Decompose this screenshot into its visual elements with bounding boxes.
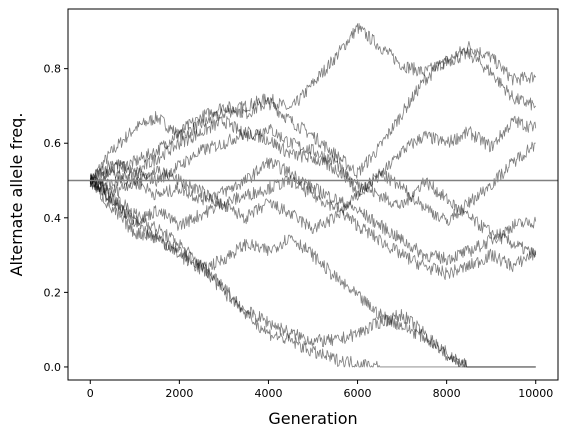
series-line-9 bbox=[89, 174, 536, 368]
series-line-6 bbox=[89, 175, 537, 281]
plot-frame bbox=[67, 8, 559, 381]
series-line-7 bbox=[89, 174, 536, 368]
series-line-5 bbox=[89, 157, 537, 266]
y-tick-label: 0.0 bbox=[44, 361, 62, 374]
x-tick-label: 8000 bbox=[433, 387, 461, 400]
x-tick-label: 2000 bbox=[165, 387, 193, 400]
series-line-8 bbox=[89, 177, 536, 368]
x-tick-label: 0 bbox=[87, 387, 94, 400]
y-tick-label: 0.8 bbox=[44, 63, 62, 76]
y-tick-label: 0.2 bbox=[44, 286, 62, 299]
series-line-10 bbox=[89, 141, 536, 234]
series-layer bbox=[89, 23, 537, 368]
x-tick-label: 4000 bbox=[254, 387, 282, 400]
x-axis-label: Generation bbox=[268, 409, 357, 428]
x-tick-label: 10000 bbox=[518, 387, 553, 400]
y-tick-label: 0.4 bbox=[44, 212, 62, 225]
y-axis-label: Alternate allele freq. bbox=[7, 113, 26, 277]
y-tick-label: 0.6 bbox=[44, 137, 62, 150]
series-line-2 bbox=[90, 47, 537, 186]
x-tick-label: 6000 bbox=[344, 387, 372, 400]
series-line-3 bbox=[89, 115, 537, 198]
tick-layer: 0 2000 4000 6000 8000 10000 0.0 0.2 0.4 0.6 0.8 bbox=[44, 63, 554, 400]
